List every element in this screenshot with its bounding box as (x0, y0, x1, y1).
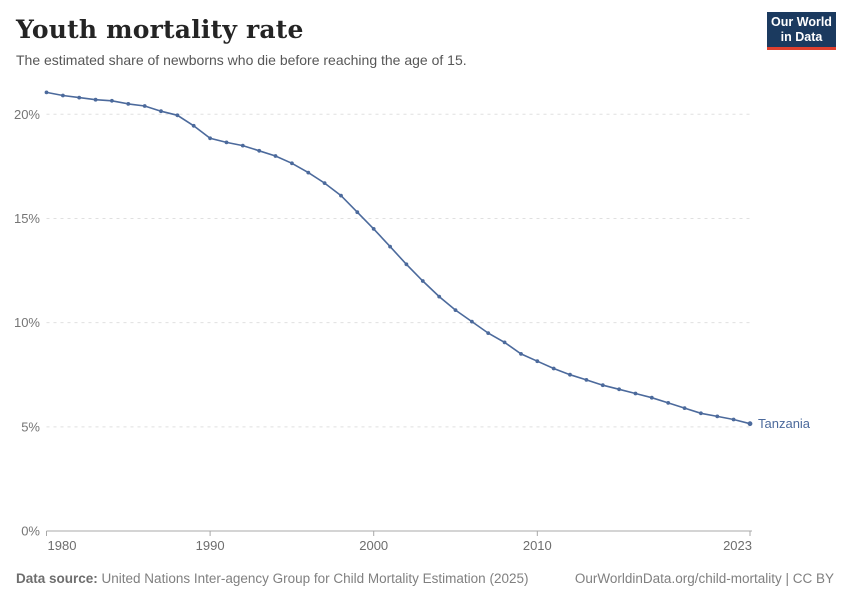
data-point-tanzania-1988 (175, 113, 180, 118)
x-tick-label-2010: 2010 (523, 538, 552, 553)
data-point-tanzania-2014 (600, 383, 605, 388)
data-point-tanzania-2004 (437, 294, 442, 299)
data-point-tanzania-1985 (126, 102, 131, 106)
data-point-tanzania-2012 (568, 372, 572, 377)
data-point-tanzania-1992 (240, 143, 245, 148)
license-link[interactable]: OurWorldinData.org/child-mortality | CC … (574, 571, 834, 586)
data-point-tanzania-2020 (699, 411, 703, 416)
series-line-tanzania[interactable] (46, 91, 751, 425)
data-point-tanzania-2023 (747, 421, 753, 427)
data-point-tanzania-2021 (715, 414, 720, 419)
data-point-tanzania-2011 (551, 366, 556, 371)
owid-logo-line2: in Data (780, 29, 823, 44)
data-point-tanzania-1986 (142, 104, 147, 108)
data-point-tanzania-2007 (486, 331, 491, 335)
data-point-tanzania-1987 (159, 109, 163, 114)
data-point-tanzania-1995 (290, 161, 294, 166)
data-point-tanzania-1991 (224, 140, 229, 145)
chart-subtitle: The estimated share of newborns who die … (16, 52, 467, 68)
data-point-tanzania-2015 (617, 387, 621, 392)
x-tick-label-2000: 2000 (359, 538, 388, 553)
data-point-tanzania-1999 (355, 210, 360, 215)
data-point-tanzania-1984 (110, 98, 114, 103)
data-point-tanzania-2000 (371, 227, 376, 231)
data-point-tanzania-1982 (77, 95, 82, 100)
owid-logo[interactable]: Our World in Data (767, 12, 836, 50)
y-tick-label-10: 10% (14, 315, 40, 330)
data-point-tanzania-2016 (633, 391, 638, 396)
data-point-tanzania-1989 (191, 123, 196, 128)
data-point-tanzania-2001 (388, 244, 392, 249)
data-point-tanzania-1998 (339, 193, 343, 198)
data-point-tanzania-2013 (584, 378, 589, 382)
x-tick-label-1980: 1980 (48, 538, 77, 553)
data-point-tanzania-1983 (93, 97, 98, 102)
y-tick-label-15: 15% (14, 211, 40, 226)
owid-logo-text: Our World in Data (771, 15, 832, 45)
data-point-tanzania-2008 (502, 340, 507, 345)
data-point-tanzania-1994 (273, 154, 278, 158)
data-source-note: Data source: United Nations Inter-agency… (16, 571, 528, 586)
data-point-tanzania-2005 (453, 308, 458, 312)
data-point-tanzania-2003 (420, 279, 425, 283)
y-tick-label-5: 5% (21, 419, 40, 434)
data-point-tanzania-2002 (404, 262, 409, 267)
series-label-tanzania[interactable]: Tanzania (758, 416, 811, 431)
data-point-tanzania-2022 (731, 417, 736, 422)
data-point-tanzania-1993 (257, 148, 262, 153)
data-point-tanzania-1997 (322, 181, 327, 186)
y-tick-label-20: 20% (14, 107, 40, 122)
y-tick-label-0: 0% (21, 524, 40, 539)
data-point-tanzania-2018 (666, 401, 671, 405)
data-point-tanzania-1990 (208, 136, 213, 141)
x-tick-label-1990: 1990 (196, 538, 225, 553)
data-point-tanzania-2017 (649, 395, 654, 400)
data-point-tanzania-2010 (535, 359, 540, 364)
data-point-tanzania-1996 (306, 170, 311, 175)
data-point-tanzania-2009 (519, 352, 523, 356)
x-tick-label-2023: 2023 (723, 538, 752, 553)
owid-logo-line1: Our World (771, 14, 832, 29)
data-point-tanzania-2006 (470, 319, 474, 324)
data-point-tanzania-1981 (61, 93, 65, 98)
page-title: Youth mortality rate (16, 15, 304, 44)
data-source-label: Data source: (16, 571, 98, 586)
data-point-tanzania-1980 (44, 90, 49, 95)
data-point-tanzania-2019 (682, 406, 687, 410)
data-source-text: United Nations Inter-agency Group for Ch… (97, 571, 529, 586)
chart-footer: Data source: United Nations Inter-agency… (16, 571, 834, 586)
